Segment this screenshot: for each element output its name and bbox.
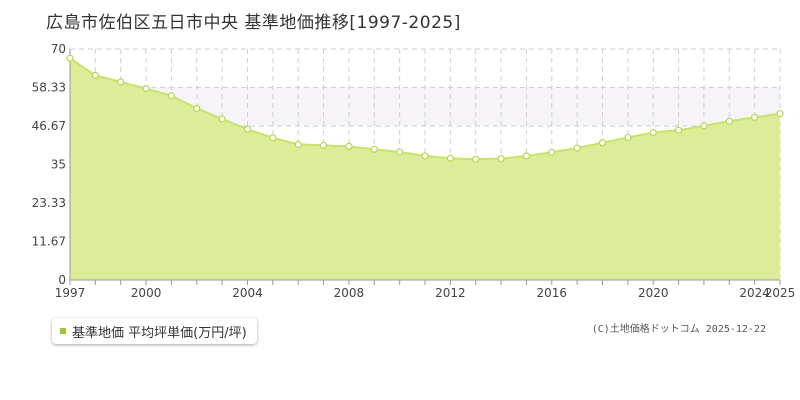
data-point xyxy=(649,128,657,137)
data-point xyxy=(345,142,353,150)
x-tick-label: 2016 xyxy=(537,286,568,300)
data-point xyxy=(522,152,531,160)
x-tick-label: 1997 xyxy=(55,286,86,300)
data-point xyxy=(66,54,74,62)
x-tick-label: 2020 xyxy=(638,286,669,300)
series-area xyxy=(70,58,780,280)
legend: 基準地価 平均坪単価(万円/坪) xyxy=(52,318,257,344)
x-tick-label: 2012 xyxy=(435,286,466,300)
copyright-text: (C)土地価格ドットコム 2025-12-22 xyxy=(591,324,766,335)
data-point xyxy=(370,145,378,153)
data-point xyxy=(193,104,201,113)
data-point xyxy=(472,155,480,163)
legend-label: 基準地価 平均坪単価(万円/坪) xyxy=(72,325,247,341)
data-point xyxy=(446,154,454,162)
data-point xyxy=(548,148,556,156)
y-tick-label: 0 xyxy=(58,273,66,287)
chart-title: 広島市佐伯区五日市中央 基準地価推移[1997-2025] xyxy=(46,13,461,33)
data-point xyxy=(700,122,708,130)
data-point xyxy=(725,117,733,125)
y-tick-label: 11.67 xyxy=(32,234,66,248)
data-point xyxy=(294,140,302,148)
data-point xyxy=(751,113,759,121)
data-point xyxy=(624,133,632,142)
y-tick-label: 70 xyxy=(51,42,66,56)
data-point xyxy=(269,134,277,142)
data-point xyxy=(91,71,99,80)
y-tick-label: 46.67 xyxy=(32,119,66,133)
x-tick-label: 2024 xyxy=(739,286,770,300)
data-point xyxy=(573,144,581,152)
y-tick-label: 35 xyxy=(51,158,66,172)
data-point xyxy=(319,141,328,149)
data-point xyxy=(421,152,429,160)
x-tick-label: 2008 xyxy=(334,286,365,300)
y-tick-label: 23.33 xyxy=(32,196,66,210)
data-point xyxy=(396,148,404,156)
data-point xyxy=(218,115,226,123)
data-point xyxy=(674,126,683,134)
data-point xyxy=(598,139,607,147)
y-tick-label: 58.33 xyxy=(32,81,66,95)
data-point xyxy=(117,78,125,86)
legend-swatch xyxy=(60,328,66,334)
data-point xyxy=(243,125,252,133)
data-point xyxy=(167,92,176,100)
data-point xyxy=(142,84,150,93)
x-tick-label: 2004 xyxy=(232,286,263,300)
x-tick-label: 2000 xyxy=(131,286,162,300)
data-point xyxy=(776,110,784,118)
data-point xyxy=(497,154,505,163)
x-tick-label: 2025 xyxy=(765,286,796,300)
